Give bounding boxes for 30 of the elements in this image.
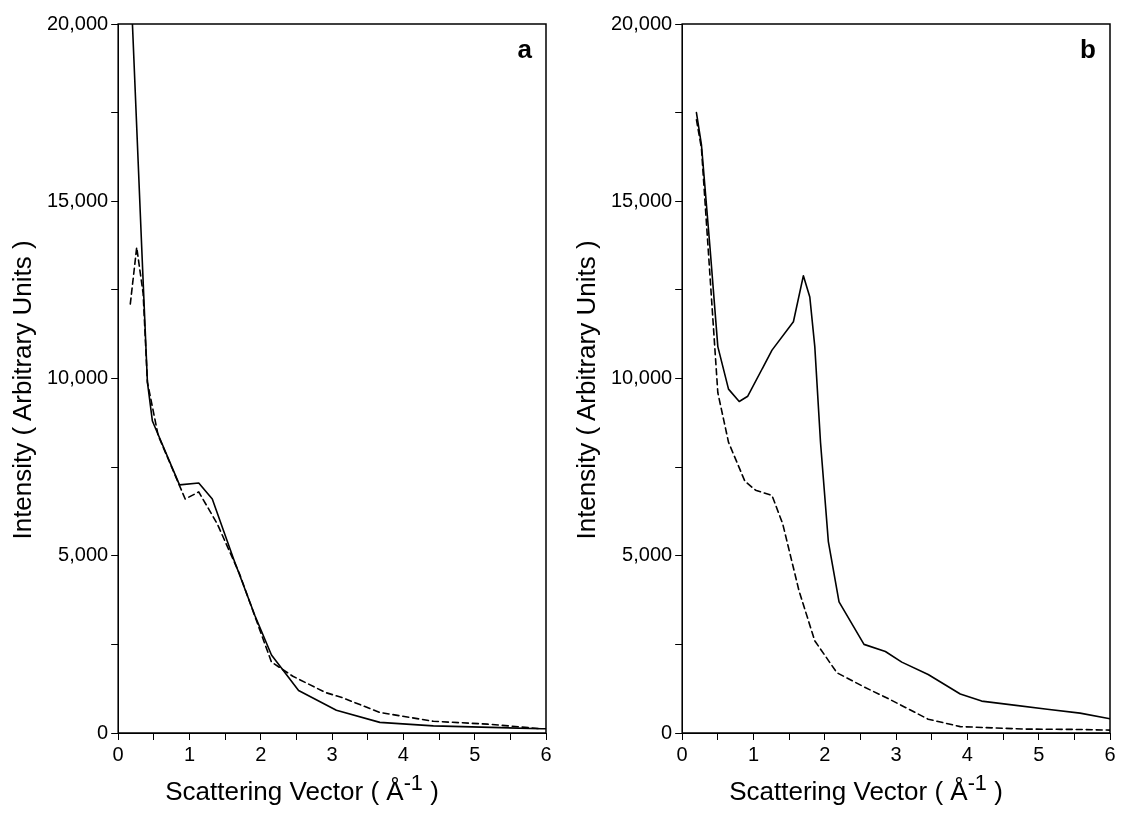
y-tick-label: 15,000 — [611, 188, 673, 211]
y-tick-label: 0 — [661, 720, 673, 743]
x-tick-label: 3 — [890, 742, 902, 765]
y-tick-label: 10,000 — [47, 366, 109, 389]
x-tick-label: 0 — [676, 742, 688, 765]
y-tick-label: 0 — [97, 720, 109, 743]
y-tick-label: 10,000 — [611, 366, 673, 389]
chart-title: b — [1080, 34, 1096, 65]
y-axis-title: Intensity ( Arbitrary Units ) — [570, 240, 602, 540]
y-tick-label: 20,000 — [611, 11, 673, 34]
x-tick-label: 4 — [961, 742, 973, 765]
x-tick-label: 1 — [747, 742, 760, 765]
x-tick-label: 4 — [397, 742, 409, 765]
x-tick-label: 2 — [255, 742, 267, 765]
x-tick-label: 3 — [326, 742, 338, 765]
x-tick-label: 0 — [112, 742, 124, 765]
chart-title: a — [517, 34, 533, 65]
y-axis-title: Intensity ( Arbitrary Units ) — [6, 240, 38, 540]
x-tick-label: 6 — [1104, 742, 1116, 765]
x-tick-label: 6 — [540, 742, 552, 765]
x-axis-title: Scattering Vector ( Å$^{-1}$ ) — [164, 770, 440, 807]
y-tick-label: 5,000 — [58, 543, 109, 566]
x-tick-label: 5 — [1033, 742, 1045, 765]
y-tick-label: 15,000 — [47, 188, 109, 211]
x-tick-label: 1 — [183, 742, 196, 765]
y-tick-label: 5,000 — [622, 543, 673, 566]
x-tick-label: 2 — [819, 742, 831, 765]
x-tick-label: 5 — [469, 742, 481, 765]
y-tick-label: 20,000 — [47, 11, 109, 34]
x-axis-title: Scattering Vector ( Å$^{-1}$ ) — [728, 770, 1004, 807]
